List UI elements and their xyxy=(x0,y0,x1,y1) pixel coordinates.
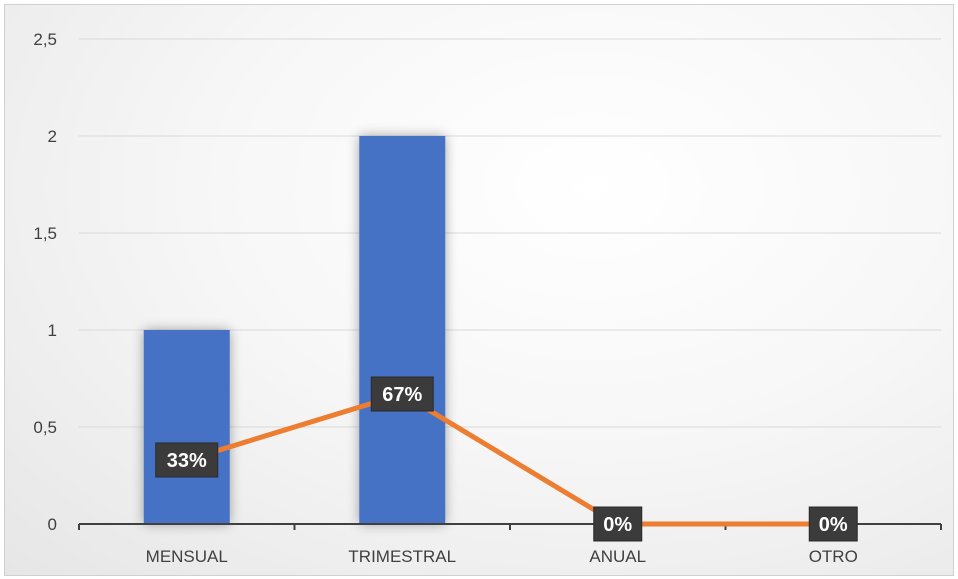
x-tick-label: MENSUAL xyxy=(146,547,228,566)
bar xyxy=(143,330,230,524)
y-tick-label: 2,5 xyxy=(33,30,57,49)
y-tick-label: 0,5 xyxy=(33,418,57,437)
line-series xyxy=(184,391,836,527)
y-tick-label: 1 xyxy=(48,321,57,340)
y-axis-tick-labels: 0 0,5 1 1,5 2 2,5 xyxy=(33,30,57,534)
data-label-box xyxy=(808,506,858,542)
data-label-box xyxy=(155,442,219,478)
data-labels: 33% 67% 0% 0% xyxy=(155,376,858,542)
y-tick-label: 1,5 xyxy=(33,224,57,243)
x-tick-label: OTRO xyxy=(809,547,858,566)
data-label: 0% xyxy=(603,514,632,536)
chart-area: 0 0,5 1 1,5 2 2,5 MENSUAL TRIMESTRAL ANUAL OTRO … xyxy=(4,4,954,576)
bar xyxy=(359,136,446,524)
line-series-path xyxy=(184,391,836,527)
data-label: 33% xyxy=(167,450,207,472)
data-label-box xyxy=(593,506,643,542)
y-tick-label: 2 xyxy=(48,127,57,146)
x-axis-tick-labels: MENSUAL TRIMESTRAL ANUAL OTRO xyxy=(146,547,858,566)
x-tick-label: TRIMESTRAL xyxy=(348,547,456,566)
y-tick-label: 0 xyxy=(48,515,57,534)
data-label-box xyxy=(370,376,434,412)
x-tick-label: ANUAL xyxy=(589,547,646,566)
data-label: 67% xyxy=(382,384,422,406)
data-label: 0% xyxy=(819,514,848,536)
bar-series xyxy=(143,136,446,524)
combo-chart: 00,511,522,5 MENSUAL TRIMESTRAL ANUAL OTRO … xyxy=(33,30,942,566)
